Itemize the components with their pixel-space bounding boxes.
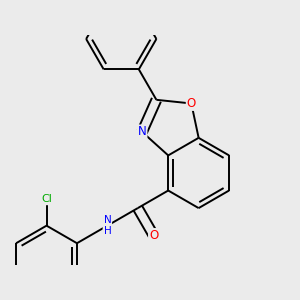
Text: O: O bbox=[187, 97, 196, 110]
Text: N: N bbox=[138, 125, 146, 138]
Text: O: O bbox=[149, 229, 158, 242]
Text: N
H: N H bbox=[103, 215, 111, 236]
Text: Cl: Cl bbox=[41, 194, 52, 204]
